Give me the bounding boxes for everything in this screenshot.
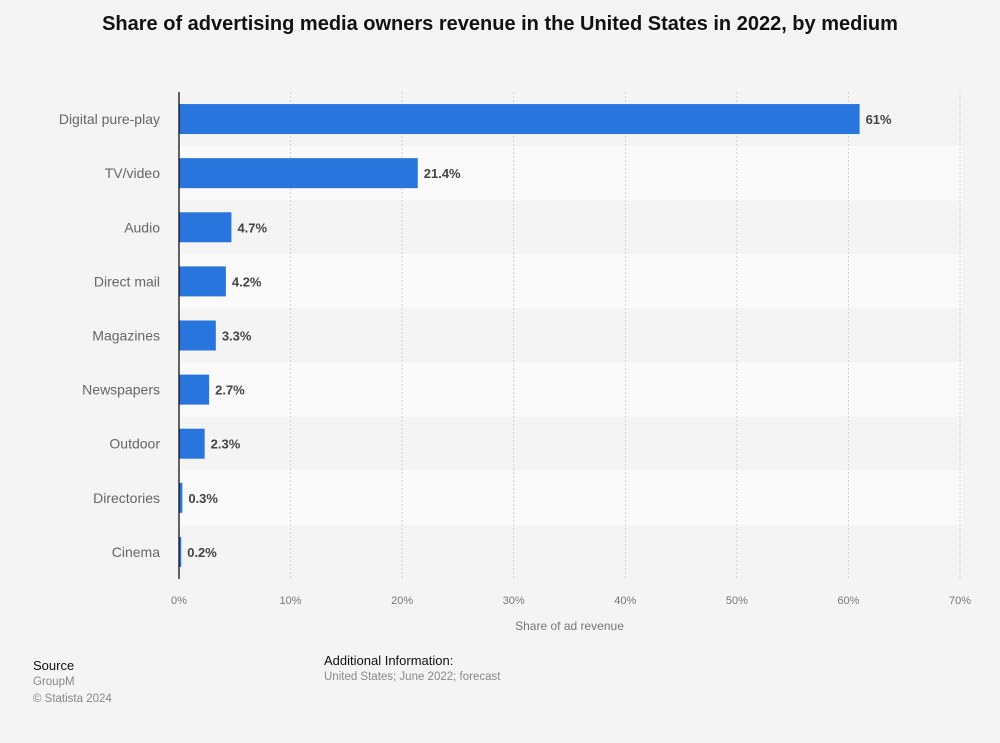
bar-direct-mail <box>179 266 226 297</box>
data-label: 61% <box>866 112 892 127</box>
category-label: Digital pure-play <box>59 111 160 127</box>
category-label: Audio <box>124 219 160 235</box>
x-tick-label: 10% <box>280 595 302 607</box>
bar-digital-pure-play <box>179 104 860 135</box>
row-band <box>179 470 962 525</box>
x-tick-label: 30% <box>503 595 525 607</box>
data-label: 21.4% <box>424 166 461 181</box>
x-tick-label: 40% <box>614 595 636 607</box>
category-label: Cinema <box>112 544 160 560</box>
x-tick-label: 70% <box>949 595 971 607</box>
bar-tv-video <box>179 158 418 189</box>
data-label: 4.7% <box>237 220 267 235</box>
copyright: © Statista 2024 <box>33 693 112 705</box>
data-label: 3.3% <box>222 329 252 344</box>
x-tick-label: 0% <box>171 595 187 607</box>
additional-info-text: United States; June 2022; forecast <box>324 671 501 683</box>
x-tick-label: 20% <box>391 595 413 607</box>
bar-newspapers <box>179 374 210 405</box>
bar-magazines <box>179 320 216 351</box>
x-axis-title: Share of ad revenue <box>515 619 624 633</box>
data-label: 4.2% <box>232 274 262 289</box>
data-label: 2.7% <box>215 383 245 398</box>
x-tick-label: 60% <box>837 595 859 607</box>
chart-title: Share of advertising media owners revenu… <box>102 13 898 35</box>
bar-audio <box>179 212 232 243</box>
additional-info-block: Additional Information: United States; J… <box>324 652 500 686</box>
category-label: TV/video <box>105 165 160 181</box>
row-band <box>179 362 962 417</box>
data-label: 0.3% <box>188 491 218 506</box>
category-label: Magazines <box>92 328 160 344</box>
additional-info-heading: Additional Information: <box>324 653 454 668</box>
source-heading: Source <box>33 658 75 673</box>
source-block: Source GroupM © Statista 2024 <box>33 657 112 708</box>
bar-outdoor <box>179 428 205 459</box>
category-label: Outdoor <box>109 436 160 452</box>
category-label: Newspapers <box>82 382 160 398</box>
category-label: Directories <box>93 490 160 506</box>
source-link[interactable]: GroupM <box>33 676 75 688</box>
bar-directories <box>179 482 183 513</box>
category-label: Direct mail <box>94 273 160 289</box>
bar-cinema <box>179 536 182 567</box>
x-tick-label: 50% <box>726 595 748 607</box>
data-label: 0.2% <box>187 545 217 560</box>
row-band <box>179 254 962 309</box>
data-label: 2.3% <box>211 437 241 452</box>
